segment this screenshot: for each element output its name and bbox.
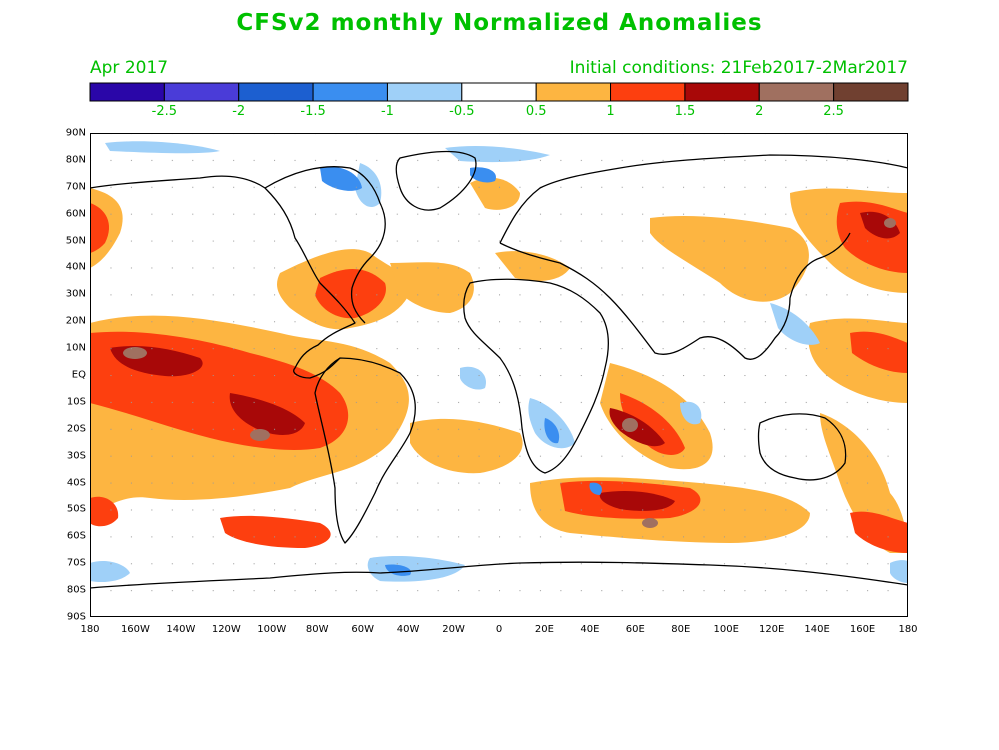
forecast-month: Apr 2017 (90, 58, 169, 78)
latitude-label: 20S (66, 423, 86, 435)
latitude-label: 30S (66, 450, 86, 462)
latitude-label: 60N (65, 208, 86, 220)
latitude-label: 70N (65, 181, 86, 193)
colorbar-swatch-8 (684, 82, 760, 102)
latitude-label: 80N (65, 154, 86, 166)
longitude-label: 120E (758, 624, 785, 635)
colorbar-swatch-2 (238, 82, 314, 102)
longitude-label: 40E (580, 624, 600, 635)
latitude-label: 50N (65, 235, 86, 247)
latitude-label: 60S (66, 530, 86, 542)
longitude-label: 100W (257, 624, 287, 635)
latitude-label: 30N (65, 288, 86, 300)
longitude-label: 160W (120, 624, 150, 635)
latitude-label: 20N (65, 315, 86, 327)
colorbar-swatch-3 (312, 82, 388, 102)
colorbar-swatch-5 (461, 82, 537, 102)
longitude-label: 180 (80, 624, 100, 635)
longitude-label: 20W (442, 624, 465, 635)
latitude-label: 40N (65, 261, 86, 273)
initial-conditions: Initial conditions: 21Feb2017-2Mar2017 (569, 58, 908, 78)
colorbar-swatch-7 (610, 82, 686, 102)
anomaly-map (90, 133, 908, 617)
latitude-label: 80S (66, 584, 86, 596)
longitude-label: 40W (396, 624, 420, 635)
longitude-label: 120W (211, 624, 241, 635)
latitude-label: 40S (66, 477, 86, 489)
longitude-label: 180 (898, 624, 918, 635)
latitude-label: 70S (66, 557, 86, 569)
longitude-label: 80W (305, 624, 329, 635)
longitude-label: 160E (849, 624, 876, 635)
longitude-label: 60E (625, 624, 645, 635)
colorbar-swatch-6 (535, 82, 612, 102)
colorbar-swatch-9 (758, 82, 835, 102)
latitude-label: 90N (65, 127, 86, 139)
map-frame (90, 133, 908, 617)
longitude-label: 140W (166, 624, 196, 635)
longitude-label: 140E (804, 624, 830, 635)
longitude-label: 0 (495, 624, 503, 635)
colorbar-swatch-0 (89, 82, 165, 102)
latitude-label: EQ (71, 369, 86, 381)
graticule (90, 133, 908, 617)
map-title: CFSv2 monthly Normalized Anomalies (236, 10, 763, 36)
colorbar (89, 82, 909, 102)
colorbar-swatch-10 (833, 82, 909, 102)
longitude-label: 20E (534, 624, 554, 635)
longitude-label: 80E (671, 624, 691, 635)
colorbar-swatch-1 (163, 82, 240, 102)
latitude-label: 90S (66, 611, 86, 623)
longitude-label: 100E (713, 624, 739, 635)
latitude-label: 50S (66, 503, 86, 515)
longitude-label: 60W (351, 624, 374, 635)
colorbar-swatch-4 (386, 82, 463, 102)
latitude-label: 10S (66, 396, 86, 408)
latitude-label: 10N (65, 342, 86, 354)
coastlines (90, 150, 908, 589)
